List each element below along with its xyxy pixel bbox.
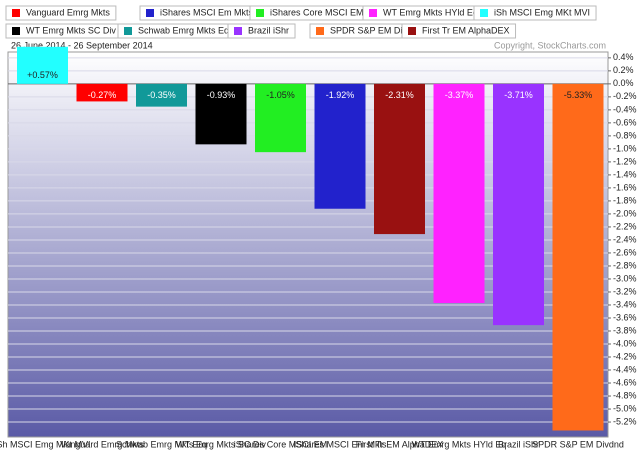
y-tick-label: -0.8%	[613, 130, 637, 140]
y-tick-label: 0.2%	[613, 65, 634, 75]
y-tick-label: -3.2%	[613, 286, 637, 296]
legend-swatch	[146, 9, 154, 17]
legend-item	[401, 23, 517, 39]
legend-label: WT Emrg Mkts SC Div	[26, 25, 116, 35]
value-label: -3.71%	[504, 90, 533, 100]
legend-swatch	[124, 27, 132, 35]
y-tick-label: -2.4%	[613, 234, 637, 244]
y-tick-label: -1.6%	[613, 182, 637, 192]
x-tick-label: WT Emrg Mkts HYld Eq	[412, 439, 507, 449]
x-tick-label: iShares Core MSCI EM	[234, 439, 328, 449]
y-tick-label: 0.0%	[613, 78, 634, 88]
legend-swatch	[12, 27, 20, 35]
x-tick-label: SPDR S&P EM Divdnd	[532, 439, 624, 449]
y-tick-label: -3.6%	[613, 312, 637, 322]
legend-swatch	[369, 9, 377, 17]
y-tick-label: -1.4%	[613, 169, 637, 179]
y-tick-label: -1.0%	[613, 143, 637, 153]
y-tick-label: -5.0%	[613, 403, 637, 413]
x-tick-label: First Tr EM AlphaDEX	[356, 439, 444, 449]
y-tick-label: -4.8%	[613, 390, 637, 400]
value-label: -5.33%	[564, 90, 593, 100]
legend-swatch	[256, 9, 264, 17]
legend-swatch	[316, 27, 324, 35]
y-tick-label: -2.8%	[613, 260, 637, 270]
y-tick-label: -4.4%	[613, 364, 637, 374]
value-label: -3.37%	[445, 90, 474, 100]
y-tick-label: -0.2%	[613, 91, 637, 101]
y-tick-label: -5.2%	[613, 416, 637, 426]
y-tick-label: -2.2%	[613, 221, 637, 231]
bar	[17, 46, 68, 84]
value-label: +0.57%	[27, 70, 58, 80]
legend-label: Schwab Emrg Mkts Eq	[138, 25, 229, 35]
y-tick-label: -3.4%	[613, 299, 637, 309]
x-tick-label: iSh MSCI Emg MKt MVI	[0, 439, 91, 449]
y-tick-label: -0.6%	[613, 117, 637, 127]
copyright: Copyright, StockCharts.com	[494, 40, 606, 50]
legend-swatch	[408, 27, 416, 35]
y-tick-label: -3.8%	[613, 325, 637, 335]
legend-swatch	[12, 9, 20, 17]
y-tick-label: 0.4%	[613, 52, 634, 62]
x-tick-label: iShares MSCI Em Mkts	[293, 439, 387, 449]
y-tick-label: -1.2%	[613, 156, 637, 166]
subtitle: 26 June 2014 - 26 September 2014	[11, 40, 153, 50]
legend-swatch	[234, 27, 242, 35]
legend-item	[5, 5, 117, 21]
x-tick-label: Vanguard Emrg Mkts	[60, 439, 144, 449]
bar	[433, 83, 485, 304]
x-tick-label: WT Emrg Mkts SC Div	[176, 439, 266, 449]
bar	[314, 83, 366, 209]
y-tick-label: -1.8%	[613, 195, 637, 205]
legend-label: iShares Core MSCI EM	[270, 7, 364, 17]
bar	[255, 83, 306, 153]
legend-swatch	[480, 9, 488, 17]
legend-label: iShares MSCI Em Mkts	[160, 7, 254, 17]
value-label: -0.27%	[88, 90, 117, 100]
legend-label: SPDR S&P EM Divdnd	[330, 25, 422, 35]
legend-label: iSh MSCI Emg MKt MVI	[494, 7, 590, 17]
x-tick-label: Schwab Emrg Mkts Eq	[116, 439, 207, 449]
bar	[195, 83, 247, 145]
value-label: -2.31%	[385, 90, 414, 100]
y-tick-label: -2.6%	[613, 247, 637, 257]
legend-label: Vanguard Emrg Mkts	[26, 7, 110, 17]
legend-label: WT Emrg Mkts HYld Eq	[383, 7, 478, 17]
bar	[493, 83, 544, 326]
y-tick-label: -3.0%	[613, 273, 637, 283]
y-tick-label: -4.2%	[613, 351, 637, 361]
value-label: -1.05%	[266, 90, 295, 100]
legend-label: Brazil iShr	[248, 25, 289, 35]
x-tick-label: Brazil iShr	[498, 439, 539, 449]
y-tick-label: -4.6%	[613, 377, 637, 387]
y-tick-label: -4.0%	[613, 338, 637, 348]
bar	[76, 83, 128, 102]
y-tick-label: -0.4%	[613, 104, 637, 114]
legend-label: First Tr EM AlphaDEX	[422, 25, 510, 35]
value-label: -0.35%	[147, 90, 176, 100]
legend-item	[473, 5, 597, 21]
value-label: -1.92%	[326, 90, 355, 100]
y-tick-label: -2.0%	[613, 208, 637, 218]
bar	[552, 83, 604, 431]
legend-item	[227, 23, 296, 39]
bar	[374, 83, 425, 235]
value-label: -0.93%	[207, 90, 236, 100]
bar	[136, 83, 187, 107]
